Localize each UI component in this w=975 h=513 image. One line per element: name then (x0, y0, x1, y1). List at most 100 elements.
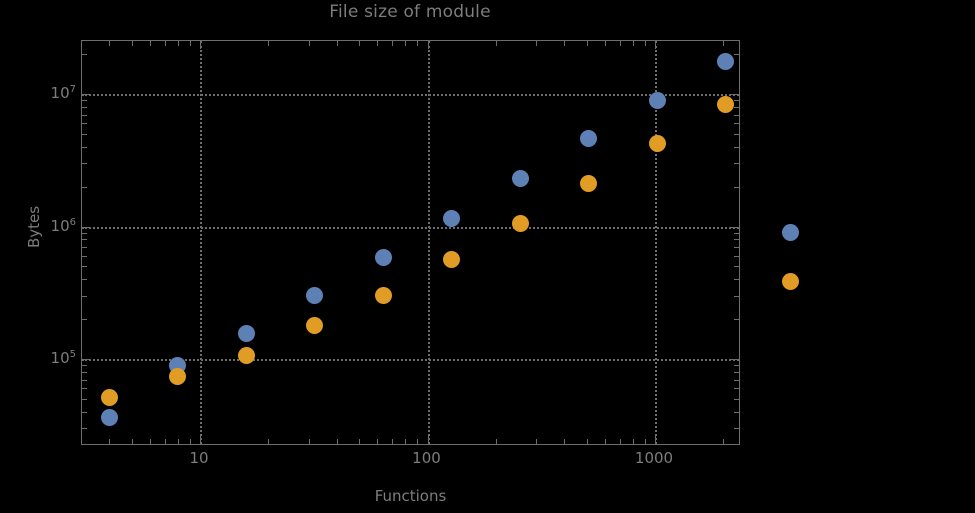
x-axis-tick (586, 439, 588, 444)
x-axis-tick (164, 41, 166, 46)
y-axis-tick (82, 428, 87, 430)
x-axis-tick (131, 439, 133, 444)
gridline-vertical (200, 41, 202, 444)
y-axis-tick (82, 100, 87, 102)
x-axis-tick-labels: 10 100 1000 (81, 445, 740, 473)
y-axis-tick (734, 106, 739, 108)
data-point (237, 346, 255, 364)
x-axis-tick (619, 41, 621, 46)
y-axis-tick (731, 94, 739, 95)
y-axis-label: Bytes (25, 205, 43, 249)
data-point (580, 130, 598, 148)
y-axis-tick (82, 266, 87, 268)
y-axis-tick (82, 247, 87, 249)
x-axis-tick (177, 439, 179, 444)
y-axis-tick (734, 146, 739, 148)
data-point (374, 249, 392, 267)
y-axis-tick (734, 295, 739, 297)
data-point (580, 175, 598, 193)
y-axis-tick (82, 114, 87, 116)
y-axis-tick (82, 379, 87, 381)
gridline-horizontal (82, 94, 739, 96)
x-axis-tick (632, 439, 634, 444)
data-point (374, 287, 392, 305)
x-axis-tick (536, 439, 538, 444)
y-axis-tick (734, 232, 739, 234)
y-axis-tick (734, 114, 739, 116)
x-axis-tick (109, 439, 111, 444)
x-axis-tick (392, 439, 394, 444)
y-tick-mantissa: 10 (50, 349, 70, 367)
x-axis-tick (417, 41, 419, 46)
x-axis-tick (655, 41, 656, 49)
page-title: File size of module (329, 2, 491, 22)
x-axis-tick (377, 41, 379, 46)
y-axis-tick (82, 398, 87, 400)
y-axis-tick (734, 379, 739, 381)
data-point (443, 251, 461, 269)
y-tick-mantissa: 10 (50, 216, 70, 235)
y-tick-exponent: 5 (69, 349, 76, 360)
x-axis-tick (200, 436, 201, 444)
y-axis-tick (731, 226, 739, 228)
data-point (717, 95, 735, 113)
x-tick-label: 10 (189, 449, 209, 467)
x-axis-tick (427, 436, 429, 444)
x-tick-label: 100 (412, 449, 441, 467)
y-axis-tick (82, 388, 87, 390)
x-axis-tick (604, 41, 606, 46)
x-axis-tick (164, 439, 166, 444)
x-axis-tick (536, 41, 538, 46)
y-axis-tick (82, 319, 87, 321)
y-axis-tick (82, 133, 87, 135)
x-axis-tick (586, 41, 588, 46)
y-axis-tick-labels: 107 106 105 (0, 40, 76, 445)
y-axis-tick (734, 398, 739, 400)
y-axis-tick (734, 186, 739, 188)
y-axis-tick (734, 100, 739, 102)
x-axis-tick (131, 41, 133, 46)
data-point (237, 325, 255, 343)
y-axis-tick (82, 232, 87, 234)
x-axis-tick (149, 439, 151, 444)
y-axis-tick (82, 186, 87, 188)
y-axis-tick (82, 359, 90, 360)
y-axis-tick (734, 247, 739, 249)
y-tick-mantissa: 10 (50, 84, 70, 102)
y-tick-exponent: 7 (69, 84, 76, 95)
data-point (511, 170, 529, 188)
data-point (511, 215, 529, 233)
y-axis-tick (82, 106, 87, 108)
y-axis-tick (82, 371, 87, 373)
gridline-horizontal (82, 359, 739, 361)
data-point (100, 389, 118, 407)
x-axis-tick (644, 439, 646, 444)
y-axis-tick (734, 365, 739, 367)
x-axis-tick (109, 41, 111, 46)
y-axis-tick (734, 371, 739, 373)
data-point (306, 316, 324, 334)
x-axis-tick (392, 41, 394, 46)
y-axis-tick (82, 295, 87, 297)
x-axis-tick (405, 439, 407, 444)
y-axis-tick (82, 365, 87, 367)
x-axis-tick (177, 41, 179, 46)
y-axis-tick (734, 239, 739, 241)
x-axis-tick (377, 439, 379, 444)
data-point-outside-frame (781, 272, 799, 290)
y-axis-tick (734, 54, 739, 56)
x-axis-tick (655, 436, 656, 444)
gridline-horizontal (82, 226, 739, 229)
y-tick-label: 105 (51, 349, 76, 367)
data-point-outside-frame (781, 224, 799, 242)
x-axis-tick (644, 41, 646, 46)
gridline-vertical (655, 41, 657, 444)
y-axis-tick (731, 359, 739, 360)
x-axis-tick (336, 439, 338, 444)
y-axis-tick (734, 123, 739, 125)
y-axis-tick (82, 239, 87, 241)
y-axis-tick (82, 146, 87, 148)
x-axis-tick (308, 439, 310, 444)
x-axis-tick (189, 41, 191, 46)
